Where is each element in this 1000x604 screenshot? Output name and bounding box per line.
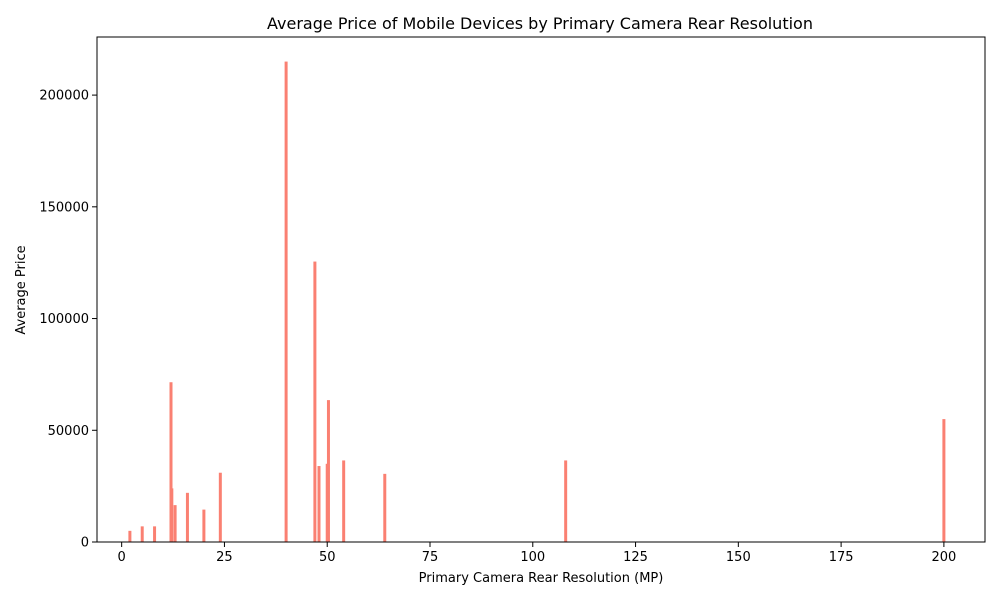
y-tick-label: 100000 [39,312,89,327]
x-tick-label: 150 [726,550,751,565]
bars-group [128,61,946,542]
chart-title: Average Price of Mobile Devices by Prima… [267,14,813,33]
bar [383,473,387,542]
x-tick-label: 100 [520,550,545,565]
bar [326,400,330,542]
bar [313,261,317,542]
bar [284,61,288,542]
bar [942,419,946,542]
plot-frame [96,36,986,543]
y-tick-label: 200000 [39,89,89,104]
y-axis-ticks: 0 50000 100000 150000 200000 [39,89,97,551]
x-tick-label: 75 [422,550,439,565]
x-tick-label: 0 [118,550,126,565]
bar [128,530,132,542]
y-tick-label: 50000 [48,424,89,439]
bar [564,460,568,542]
y-axis-label: Average Price [14,245,29,334]
bar [173,505,177,542]
x-axis-label: Primary Camera Rear Resolution (MP) [419,571,664,586]
x-tick-label: 25 [216,550,233,565]
bar [218,472,222,542]
bar [140,526,144,542]
bar [202,509,206,542]
bar [342,460,346,542]
bar [317,466,321,542]
x-tick-label: 125 [623,550,648,565]
bar [153,526,157,542]
bar [170,488,174,542]
x-axis-ticks: 0 25 50 75 100 125 150 175 200 [118,542,956,565]
y-tick-label: 150000 [39,200,89,215]
x-tick-label: 175 [829,550,854,565]
y-tick-label: 0 [81,536,89,551]
bar [169,382,173,542]
bar [185,492,189,542]
x-tick-label: 50 [319,550,336,565]
x-tick-label: 200 [931,550,956,565]
